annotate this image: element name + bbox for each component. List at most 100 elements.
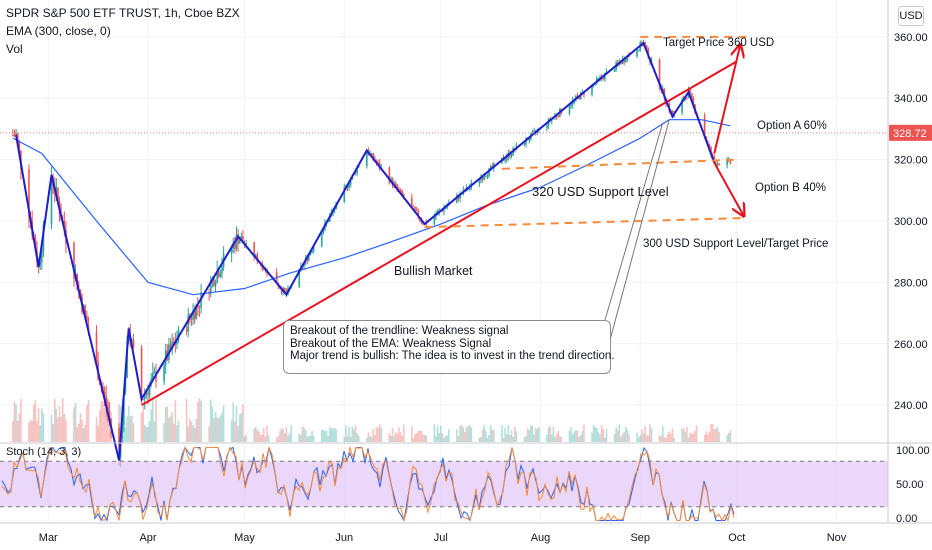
volume-bar [412, 437, 415, 442]
volume-bar [176, 425, 178, 442]
candle-body [710, 147, 712, 155]
volume-bar [579, 435, 582, 442]
volume-bar [550, 434, 553, 442]
volume-bar [592, 425, 595, 442]
volume-bar [411, 426, 413, 442]
volume-bar [73, 407, 75, 442]
volume-bar [211, 406, 214, 442]
candle-body [486, 175, 489, 177]
volume-bar [457, 436, 460, 442]
volume-bar [84, 424, 87, 442]
volume-bar [604, 437, 606, 442]
volume-bar [504, 428, 506, 442]
volume-bar [528, 430, 531, 442]
volume-bar [393, 436, 395, 442]
volume-bar [485, 430, 487, 442]
volume-bar [419, 431, 421, 442]
stoch-tick-label: 50.00 [896, 479, 924, 491]
volume-bar [32, 404, 35, 442]
volume-bar [300, 435, 302, 442]
candle-body [235, 233, 238, 250]
volume-bar [488, 435, 490, 442]
stoch-label: Stoch (14, 3, 3) [6, 446, 81, 458]
candle-body [417, 210, 420, 218]
volume-bar [441, 433, 444, 442]
candle-body [713, 156, 716, 163]
x-tick-label: May [234, 532, 255, 544]
y-tick-label: 240.00 [894, 400, 928, 412]
candle-body [348, 184, 350, 188]
candle-body [729, 159, 732, 164]
projection-arrow [713, 162, 743, 215]
volume-bar [222, 405, 225, 442]
volume-bar [81, 419, 83, 442]
volume-bar [50, 414, 53, 442]
volume-bar [152, 399, 154, 442]
y-tick-label: 340.00 [894, 93, 928, 105]
volume-bar [560, 437, 563, 442]
volume-bar [417, 431, 420, 442]
candle-body [16, 133, 19, 142]
volume-bar [665, 437, 667, 442]
volume-bar [538, 427, 540, 442]
volume-bar [31, 421, 33, 442]
volume-bar [279, 431, 281, 442]
volume-bar [602, 429, 605, 442]
volume-bar [729, 430, 732, 442]
volume-bar [147, 427, 149, 442]
volume-bar [692, 433, 695, 442]
volume-bar [489, 425, 492, 442]
volume-bar [505, 434, 508, 442]
support-300-label: 300 USD Support Level/Target Price [643, 238, 828, 250]
volume-bar [478, 437, 481, 442]
volume-bar [346, 436, 349, 442]
volume-bar [335, 429, 338, 442]
volume-bar [374, 435, 376, 442]
y-tick-label: 320.00 [894, 155, 928, 167]
volume-bar [470, 427, 473, 442]
volume-bar [571, 434, 574, 442]
candle-body [483, 176, 486, 180]
volume-bar [142, 405, 144, 442]
volume-bar [618, 424, 621, 442]
volume-bar [41, 408, 43, 442]
volume-bar [168, 417, 170, 442]
candle-body [121, 424, 124, 439]
volume-bar [98, 409, 101, 442]
volume-bar [436, 425, 439, 442]
candle-body [624, 60, 627, 62]
currency-button[interactable]: USD [898, 6, 924, 26]
volume-bar [378, 424, 381, 442]
volume-bar [597, 432, 600, 442]
candle-body [219, 273, 222, 277]
volume-bar [172, 423, 175, 442]
volume-bar [626, 429, 629, 442]
volume-bar [119, 406, 122, 442]
volume-bar [263, 427, 265, 442]
volume-bar [356, 433, 358, 442]
volume-bar [628, 434, 630, 442]
candle-body [716, 163, 719, 166]
volume-bar [264, 436, 267, 442]
volume-bar [123, 422, 125, 442]
volume-bar [465, 427, 468, 442]
volume-bar [131, 415, 133, 442]
volume-bar [377, 427, 379, 442]
volume-bar [20, 398, 22, 442]
volume-bar [639, 435, 642, 442]
volume-legend: Vol [6, 42, 23, 56]
volume-bar [325, 430, 328, 442]
volume-bar [448, 429, 450, 442]
candle-body [322, 229, 325, 235]
candle-body [485, 176, 487, 178]
volume-bar [16, 420, 19, 442]
volume-bar [401, 435, 403, 442]
volume-bar [509, 434, 511, 442]
option-b-label: Option B 40% [755, 182, 826, 194]
volume-bar [354, 425, 357, 442]
candle-body [237, 233, 239, 244]
volume-bar [275, 437, 278, 442]
candle-body [396, 184, 399, 189]
volume-bar [53, 398, 56, 442]
